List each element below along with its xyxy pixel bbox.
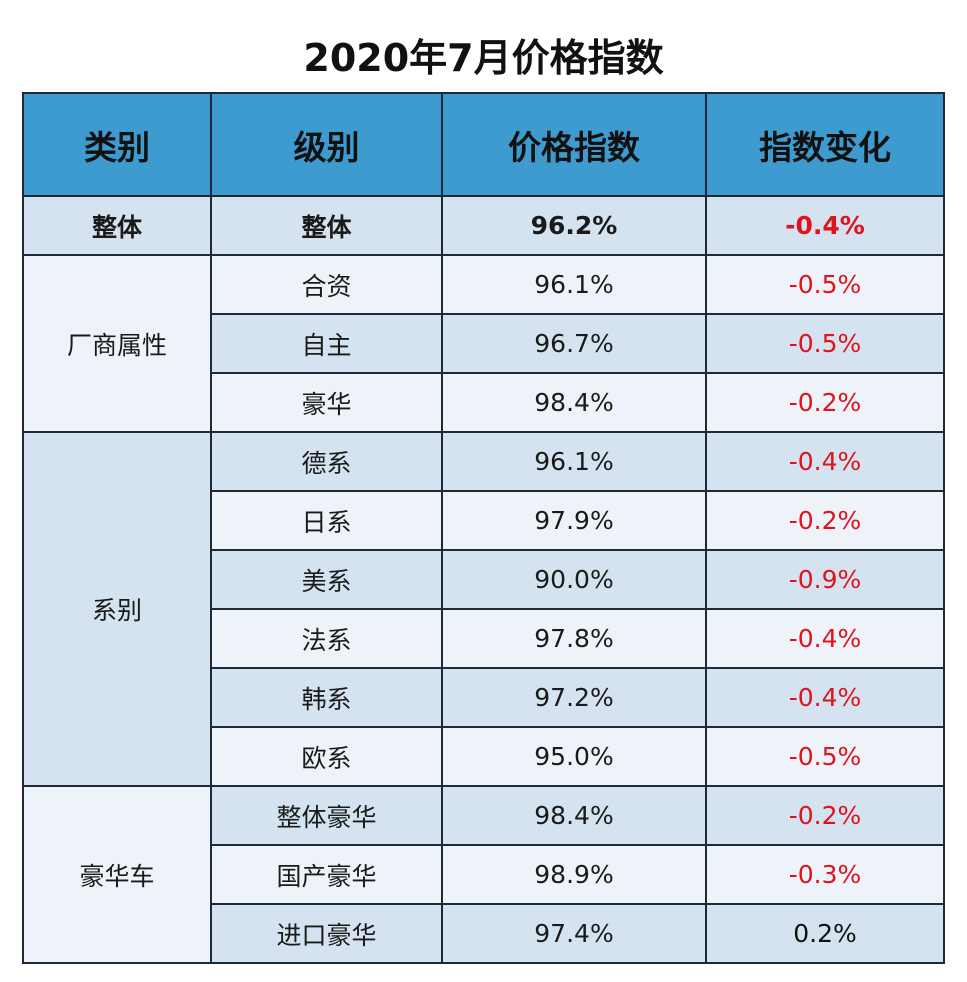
- cell-price-index: 90.0%: [441, 549, 707, 610]
- cell-price-index: 96.1%: [441, 431, 707, 492]
- cell-price-index: 96.1%: [441, 254, 707, 315]
- header-price-index: 价格指数: [441, 92, 707, 197]
- cell-index-change: -0.2%: [705, 785, 945, 846]
- cell-price-index: 98.4%: [441, 372, 707, 433]
- cell-level: 美系: [210, 549, 443, 610]
- cell-price-index: 96.2%: [441, 195, 707, 256]
- cell-level: 合资: [210, 254, 443, 315]
- cell-index-change: -0.5%: [705, 254, 945, 315]
- cell-category: 豪华车: [22, 785, 212, 964]
- table-row: 系别 德系 96.1% -0.4%: [22, 431, 945, 787]
- cell-price-index: 97.9%: [441, 490, 707, 551]
- table-body: 整体 整体 96.2% -0.4% 厂商属性 合资 96.1% -0.5% 自主 96.7% -0.…: [22, 195, 945, 964]
- cell-category: 系别: [22, 431, 212, 787]
- cell-level: 豪华: [210, 372, 443, 433]
- table-row: 进口豪华 97.4% 0.2%: [23, 903, 945, 964]
- cell-level: 韩系: [210, 667, 443, 728]
- cell-level: 日系: [210, 490, 443, 551]
- table-row: 韩系 97.2% -0.4%: [23, 667, 945, 728]
- cell-level: 欧系: [210, 726, 443, 787]
- cell-index-change: -0.9%: [705, 549, 945, 610]
- cell-level: 整体豪华: [210, 785, 443, 846]
- cell-index-change: -0.3%: [705, 844, 945, 905]
- table-row: 整体 整体 96.2% -0.4%: [22, 195, 945, 256]
- table-row: 自主 96.7% -0.5%: [23, 313, 945, 374]
- cell-index-change: -0.4%: [705, 195, 945, 256]
- cell-level: 法系: [210, 608, 443, 669]
- cell-price-index: 96.7%: [441, 313, 707, 374]
- table-row: 国产豪华 98.9% -0.3%: [23, 844, 945, 905]
- table-row: 欧系 95.0% -0.5%: [23, 726, 945, 787]
- cell-index-change: -0.2%: [705, 490, 945, 551]
- cell-price-index: 98.4%: [441, 785, 707, 846]
- cell-index-change: -0.5%: [705, 726, 945, 787]
- header-level: 级别: [210, 92, 443, 197]
- table-row: 日系 97.9% -0.2%: [23, 490, 945, 551]
- cell-index-change: -0.2%: [705, 372, 945, 433]
- table-row: 豪华车 整体豪华 98.4% -0.2%: [22, 785, 945, 964]
- cell-price-index: 97.2%: [441, 667, 707, 728]
- cell-index-change: -0.4%: [705, 608, 945, 669]
- table-row: 法系 97.8% -0.4%: [23, 608, 945, 669]
- cell-level: 国产豪华: [210, 844, 443, 905]
- header-index-change: 指数变化: [705, 92, 945, 197]
- table-title: 2020年7月价格指数: [303, 36, 664, 80]
- cell-price-index: 98.9%: [441, 844, 707, 905]
- cell-index-change: -0.4%: [705, 667, 945, 728]
- cell-index-change: -0.4%: [705, 431, 945, 492]
- cell-level: 德系: [210, 431, 443, 492]
- header-row: 类别 级别 价格指数 指数变化: [22, 92, 945, 197]
- cell-level: 整体: [210, 195, 443, 256]
- cell-price-index: 97.8%: [441, 608, 707, 669]
- cell-level: 进口豪华: [210, 903, 443, 964]
- header-category: 类别: [22, 92, 212, 197]
- cell-index-change: -0.5%: [705, 313, 945, 374]
- table-row: 豪华 98.4% -0.2%: [23, 372, 945, 433]
- cell-level: 自主: [210, 313, 443, 374]
- cell-price-index: 95.0%: [441, 726, 707, 787]
- table-row: 美系 90.0% -0.9%: [23, 549, 945, 610]
- cell-index-change: 0.2%: [705, 903, 945, 964]
- price-index-table: 类别 级别 价格指数 指数变化 整体 整体 96.2% -0.4% 厂商属性 合资 96.1…: [22, 92, 945, 964]
- cell-category: 整体: [22, 195, 212, 256]
- cell-price-index: 97.4%: [441, 903, 707, 964]
- table-row: 厂商属性 合资 96.1% -0.5%: [22, 254, 945, 433]
- cell-category: 厂商属性: [22, 254, 212, 433]
